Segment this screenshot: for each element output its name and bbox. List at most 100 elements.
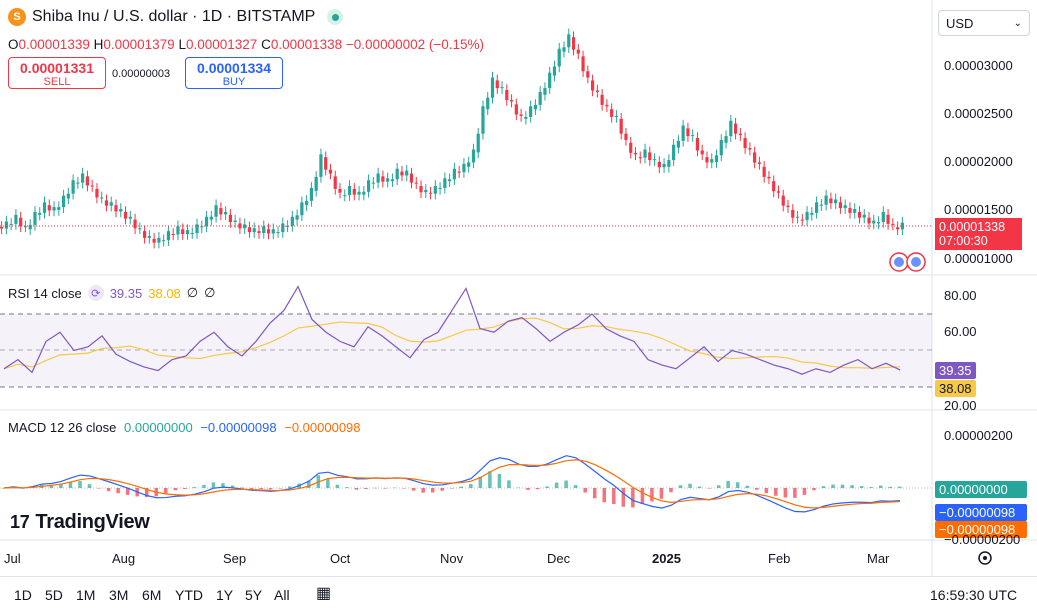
sell-button[interactable]: 0.00001331 SELL xyxy=(8,57,106,89)
timeframe-5d[interactable]: 5D xyxy=(45,587,63,603)
timeframe-5y[interactable]: 5Y xyxy=(245,587,263,603)
candle-body xyxy=(748,148,752,150)
tradingview-logo[interactable]: 17 TradingView xyxy=(10,511,150,533)
date-range-icon[interactable]: ▦ xyxy=(316,585,332,602)
candle-body xyxy=(142,231,147,238)
candle-body xyxy=(505,90,509,101)
candle-body xyxy=(667,160,671,167)
symbol-title[interactable]: Shiba Inu / U.S. dollar · 1D · BITSTAMP xyxy=(32,8,316,25)
candle-body xyxy=(14,214,18,224)
economic-events-icon[interactable] xyxy=(889,252,926,272)
candle-body xyxy=(147,235,151,238)
candle-body xyxy=(733,123,738,134)
macd-legend[interactable]: MACD 12 26 close 0.00000000 −0.00000098 … xyxy=(8,420,361,435)
candle-body xyxy=(371,182,375,184)
macd-hist-bar xyxy=(869,487,873,488)
candle-body xyxy=(376,173,380,183)
macd-hist-bar xyxy=(411,488,416,491)
candle-body xyxy=(162,240,166,242)
macd-hist-bar xyxy=(192,487,197,488)
symbol-header[interactable]: S Shiba Inu / U.S. dollar · 1D · BITSTAM… xyxy=(8,8,344,26)
candle-body xyxy=(166,231,171,241)
rsi-value-badge: 39.35 xyxy=(935,362,976,379)
macd-hist-bar xyxy=(249,488,254,489)
macd-hist-bar xyxy=(659,488,664,499)
macd-hist-bar xyxy=(211,482,216,488)
macd-hist-bar xyxy=(116,488,120,494)
timeframe-6m[interactable]: 6M xyxy=(142,587,162,603)
candle-body xyxy=(900,222,904,230)
indicator-settings-icon[interactable]: ⟳ xyxy=(87,285,104,301)
macd-hist-bar xyxy=(621,488,626,507)
candle-body xyxy=(200,226,204,228)
price-tick: 0.00002500 xyxy=(944,106,1013,121)
candle-body xyxy=(705,157,709,163)
candle-body xyxy=(624,133,628,140)
macd-hist-bar xyxy=(764,488,769,494)
macd-hist-bar xyxy=(878,485,883,488)
gear-icon[interactable] xyxy=(978,551,992,565)
candle-body xyxy=(405,170,409,176)
candle-body xyxy=(57,207,61,210)
buy-button[interactable]: 0.00001334 BUY xyxy=(185,57,283,89)
macd-hist-bar xyxy=(669,488,673,493)
macd-hist-bar xyxy=(631,488,635,508)
candle-body xyxy=(791,210,795,218)
macd-hist-bar xyxy=(745,485,749,488)
candle-body xyxy=(581,56,585,72)
rsi-ma-line xyxy=(3,317,901,370)
candle-body xyxy=(414,182,418,184)
macd-hist-bar xyxy=(268,488,273,490)
change-value: −0.00000002 (−0.15%) xyxy=(345,37,485,52)
candle-body xyxy=(576,49,580,54)
macd-hist-bar xyxy=(516,487,521,489)
candle-body xyxy=(757,162,762,164)
timeframe-1y[interactable]: 1Y xyxy=(216,587,234,603)
candle-body xyxy=(853,209,857,213)
currency-select[interactable]: USD ⌄ xyxy=(938,10,1030,36)
last-price-badge: 0.00001338 07:00:30 xyxy=(935,218,1022,250)
candle-body xyxy=(4,221,8,229)
candle-body xyxy=(795,216,800,218)
candle-body xyxy=(738,133,742,136)
macd-hist-bar xyxy=(859,486,864,488)
candle-body xyxy=(691,135,695,137)
candle-body xyxy=(834,199,838,204)
candle-body xyxy=(762,166,766,177)
candle-body xyxy=(195,224,199,234)
candle-body xyxy=(114,205,118,212)
candle-body xyxy=(481,106,485,134)
ohlc-legend: O0.00001339 H0.00001379 L0.00001327 C0.0… xyxy=(8,37,485,52)
timeframe-all[interactable]: All xyxy=(274,587,290,603)
macd-hist-bar xyxy=(364,488,368,489)
macd-hist-bar xyxy=(326,478,330,488)
candle-body xyxy=(61,195,66,208)
utc-clock[interactable]: 16:59:30 UTC xyxy=(930,587,1018,603)
timeframe-1m[interactable]: 1M xyxy=(76,587,96,603)
macd-hist-bar xyxy=(144,488,149,498)
macd-hist-bar xyxy=(278,488,282,489)
macd-hist-bar xyxy=(259,488,263,490)
rsi-legend[interactable]: RSI 14 close ⟳ 39.35 38.08 ∅ ∅ xyxy=(8,285,216,301)
macd-hist-bar xyxy=(812,488,816,491)
candle-body xyxy=(848,208,852,213)
candle-body xyxy=(152,238,156,243)
candle-body xyxy=(452,168,456,180)
candle-body xyxy=(590,80,595,91)
timeframe-ytd[interactable]: YTD xyxy=(175,587,203,603)
timeframe-3m[interactable]: 3M xyxy=(109,587,129,603)
signal-badge: −0.00000098 xyxy=(935,521,1027,538)
candle-body xyxy=(557,48,561,67)
chevron-down-icon: ⌄ xyxy=(1013,17,1022,29)
macd-hist-bar xyxy=(383,488,387,489)
macd-hist-bar xyxy=(307,480,311,488)
candle-body xyxy=(276,232,280,234)
chart-canvas[interactable] xyxy=(0,0,1037,576)
macd-hist-bar xyxy=(497,473,502,488)
macd-line xyxy=(3,455,901,513)
macd-hist-bar xyxy=(202,484,206,488)
candle-body xyxy=(362,191,366,195)
close-value: 0.00001338 xyxy=(270,37,343,52)
candle-body xyxy=(562,47,566,52)
timeframe-1d[interactable]: 1D xyxy=(14,587,32,603)
